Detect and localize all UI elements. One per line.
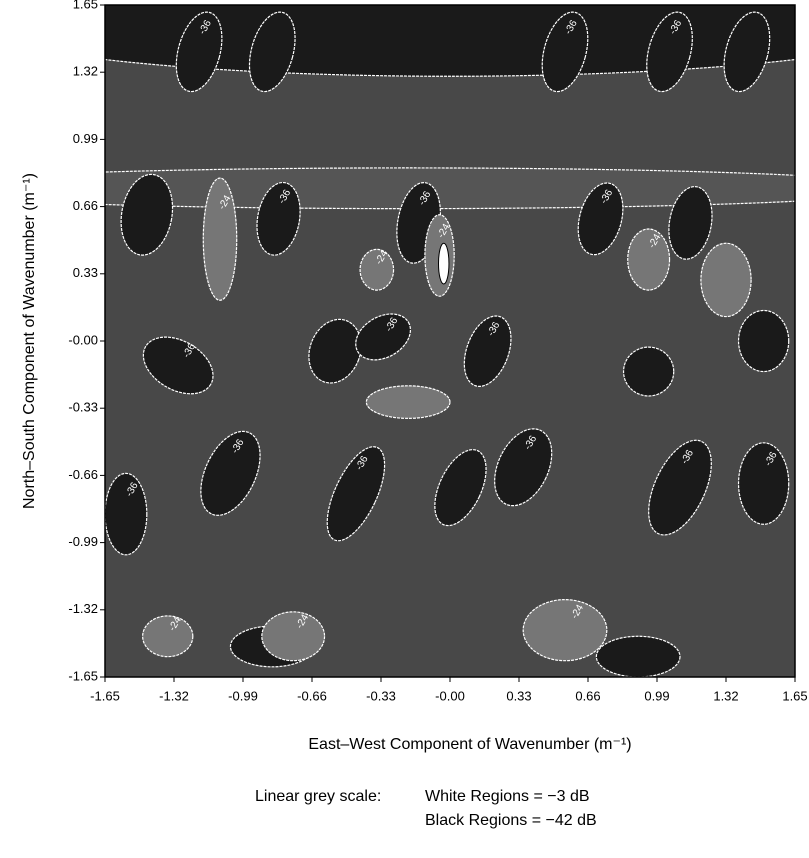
y-tick-label: -0.99 <box>68 534 98 549</box>
y-tick-label: -0.66 <box>68 467 98 482</box>
x-tick-label: 0.33 <box>506 688 531 703</box>
field-background <box>105 5 795 677</box>
contour-line <box>646 11 693 93</box>
contour-line <box>737 442 790 525</box>
contour-line <box>700 242 752 318</box>
y-tick-label: -0.33 <box>68 400 98 415</box>
contour-line <box>648 439 712 536</box>
contour-line <box>359 248 395 291</box>
contour-line <box>175 11 223 93</box>
y-tick-label: -0.00 <box>68 332 98 347</box>
y-tick-label: 1.32 <box>73 64 98 79</box>
contour-line <box>355 313 412 361</box>
contour-line <box>142 615 194 658</box>
x-tick-label: 1.65 <box>782 688 807 703</box>
contour-line <box>627 228 671 291</box>
contour-line <box>365 385 451 419</box>
y-tick-label: 1.65 <box>73 0 98 11</box>
y-tick-label: 0.99 <box>73 131 98 146</box>
contour-line <box>120 173 174 256</box>
x-tick-label: 0.99 <box>644 688 669 703</box>
contour-line <box>622 346 675 397</box>
y-tick-label: -1.32 <box>68 601 98 616</box>
y-tick-label: -1.65 <box>68 668 98 683</box>
contour-line <box>668 186 713 260</box>
x-tick-label: -0.66 <box>297 688 327 703</box>
y-axis-label: North–South Component of Wavenumber (m⁻¹… <box>21 173 38 509</box>
contour-line <box>737 309 790 373</box>
contour-line <box>595 635 681 677</box>
contour-line <box>577 182 624 256</box>
scale-note: Black Regions = −42 dB <box>425 812 597 829</box>
contour-line <box>248 11 296 93</box>
contour-line <box>723 11 771 93</box>
contour-line <box>261 611 326 662</box>
contour-line <box>308 318 362 384</box>
x-axis-label: East–West Component of Wavenumber (m⁻¹) <box>308 736 631 753</box>
x-tick-label: -0.99 <box>228 688 258 703</box>
contour-line <box>463 315 512 387</box>
contour-line <box>256 181 301 256</box>
contour-line <box>105 472 148 556</box>
contour-line <box>202 177 238 301</box>
contour-line <box>142 336 214 395</box>
contour-line <box>494 428 553 507</box>
scale-note: Linear grey scale: <box>255 788 381 805</box>
x-tick-label: 1.32 <box>713 688 738 703</box>
x-tick-label: -0.00 <box>435 688 465 703</box>
scale-note: White Regions = −3 dB <box>425 788 590 805</box>
y-tick-label: 0.33 <box>73 265 98 280</box>
contour-line <box>541 11 589 93</box>
y-tick-label: 0.66 <box>73 198 98 213</box>
x-tick-label: -1.65 <box>90 688 120 703</box>
contour-line <box>200 430 261 516</box>
contour-line <box>438 242 450 285</box>
contour-line <box>434 449 487 527</box>
x-tick-label: -1.32 <box>159 688 189 703</box>
x-tick-label: -0.33 <box>366 688 396 703</box>
x-tick-label: 0.66 <box>575 688 600 703</box>
contour-line <box>326 446 386 542</box>
contour-field: -36 -36 -36-36 -36 -36-36-36 -36-36-36-36-36-… <box>105 5 795 677</box>
contour-line <box>522 599 608 662</box>
